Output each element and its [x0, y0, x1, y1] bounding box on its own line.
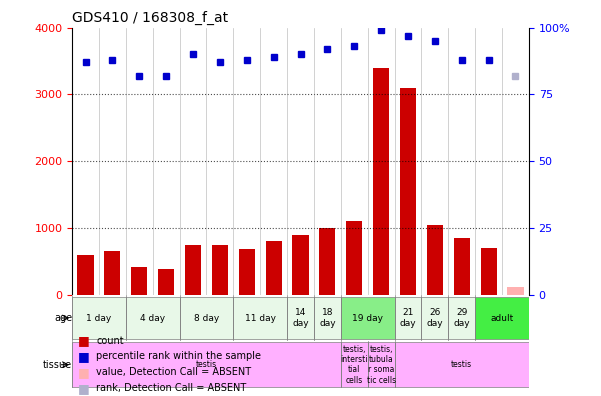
Text: 19 day: 19 day	[352, 314, 383, 322]
Bar	[481, 248, 496, 295]
Bar	[185, 245, 201, 295]
Bar	[158, 269, 174, 295]
Text: testis,
intersti
tial
cells: testis, intersti tial cells	[341, 345, 368, 385]
Bar	[78, 255, 94, 295]
Text: 8 day: 8 day	[194, 314, 219, 322]
Bar	[346, 221, 362, 295]
Bar	[427, 225, 443, 295]
Text: ■: ■	[78, 350, 90, 363]
Bar	[266, 241, 282, 295]
Text: 4 day: 4 day	[140, 314, 165, 322]
FancyBboxPatch shape	[126, 297, 180, 339]
Text: count: count	[96, 335, 124, 346]
Text: percentile rank within the sample: percentile rank within the sample	[96, 351, 261, 362]
Bar	[212, 245, 228, 295]
FancyBboxPatch shape	[475, 297, 529, 339]
FancyBboxPatch shape	[180, 297, 233, 339]
Text: adult: adult	[490, 314, 514, 322]
Text: 14
day: 14 day	[292, 308, 309, 328]
Text: 11 day: 11 day	[245, 314, 276, 322]
FancyBboxPatch shape	[448, 297, 475, 339]
Text: ■: ■	[78, 382, 90, 394]
Bar	[319, 228, 335, 295]
FancyBboxPatch shape	[341, 297, 394, 339]
FancyBboxPatch shape	[287, 297, 314, 339]
FancyBboxPatch shape	[72, 297, 126, 339]
FancyBboxPatch shape	[421, 297, 448, 339]
Text: tissue: tissue	[43, 360, 72, 370]
FancyBboxPatch shape	[72, 342, 341, 387]
Bar	[454, 238, 470, 295]
Text: age: age	[54, 313, 72, 323]
Bar	[131, 267, 147, 295]
Text: rank, Detection Call = ABSENT: rank, Detection Call = ABSENT	[96, 383, 246, 393]
Text: ■: ■	[78, 366, 90, 379]
Text: testis: testis	[451, 360, 472, 369]
Text: 1 day: 1 day	[87, 314, 112, 322]
Text: GDS410 / 168308_f_at: GDS410 / 168308_f_at	[72, 11, 228, 25]
Text: 18
day: 18 day	[319, 308, 336, 328]
FancyBboxPatch shape	[341, 342, 368, 387]
Text: testis,
tubula
r soma
tic cells: testis, tubula r soma tic cells	[367, 345, 395, 385]
FancyBboxPatch shape	[368, 342, 394, 387]
Bar	[507, 287, 523, 295]
Text: 26
day: 26 day	[427, 308, 443, 328]
FancyBboxPatch shape	[233, 297, 287, 339]
Text: ■: ■	[78, 334, 90, 347]
FancyBboxPatch shape	[394, 342, 529, 387]
FancyBboxPatch shape	[394, 297, 421, 339]
Text: testis: testis	[196, 360, 217, 369]
Bar	[239, 249, 255, 295]
Text: value, Detection Call = ABSENT: value, Detection Call = ABSENT	[96, 367, 251, 377]
Bar	[373, 68, 389, 295]
FancyBboxPatch shape	[314, 297, 341, 339]
Text: 29
day: 29 day	[453, 308, 470, 328]
Bar	[400, 88, 416, 295]
Bar	[105, 251, 120, 295]
Bar	[293, 234, 308, 295]
Text: 21
day: 21 day	[400, 308, 416, 328]
